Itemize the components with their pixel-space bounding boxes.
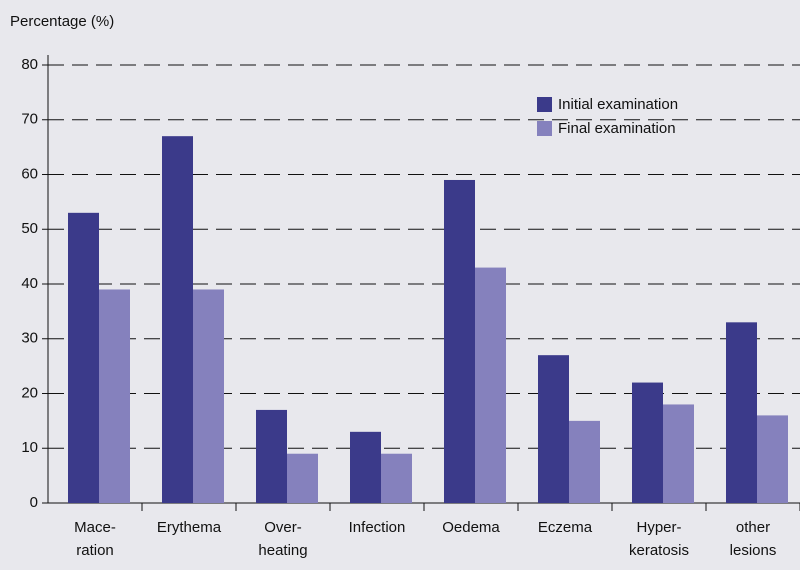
x-tick-label: Oedema	[442, 519, 500, 536]
y-tick-label: 70	[21, 111, 38, 128]
bar	[68, 212, 99, 503]
x-tick-label: lesions	[730, 542, 777, 559]
legend-label: Final examination	[558, 120, 676, 137]
bar	[444, 179, 475, 503]
x-tick-label: other	[736, 519, 770, 536]
x-tick-label: Mace-	[74, 519, 116, 536]
x-tick-label: Eczema	[538, 519, 593, 536]
bar	[287, 453, 318, 503]
x-tick-label: Infection	[349, 519, 406, 536]
x-tick-label: Hyper-	[636, 519, 681, 536]
y-axis-title: Percentage (%)	[10, 13, 114, 30]
x-tick-label: keratosis	[629, 542, 689, 559]
bar	[538, 355, 569, 503]
legend-swatch	[537, 97, 552, 112]
bar	[256, 409, 287, 503]
bar	[569, 420, 600, 503]
bar	[663, 404, 694, 503]
y-tick-label: 20	[21, 384, 38, 401]
y-tick-label: 30	[21, 330, 38, 347]
x-tick-label: Over-	[264, 519, 302, 536]
legend-label: Initial examination	[558, 96, 678, 113]
bar	[632, 382, 663, 503]
y-tick-label: 0	[30, 494, 38, 511]
x-tick-label: Erythema	[157, 519, 222, 536]
bar	[193, 289, 224, 503]
y-tick-label: 40	[21, 275, 38, 292]
bar	[350, 431, 381, 503]
bar	[726, 322, 757, 503]
bar	[162, 136, 193, 504]
x-tick-label: heating	[258, 542, 307, 559]
y-tick-label: 50	[21, 220, 38, 237]
x-tick-label: ration	[76, 542, 114, 559]
y-tick-label: 60	[21, 165, 38, 182]
bar	[475, 267, 506, 503]
y-tick-label: 80	[21, 56, 38, 73]
legend-swatch	[537, 121, 552, 136]
bar	[381, 453, 412, 503]
bar	[99, 289, 130, 503]
y-tick-label: 10	[21, 439, 38, 456]
bar	[757, 415, 788, 503]
